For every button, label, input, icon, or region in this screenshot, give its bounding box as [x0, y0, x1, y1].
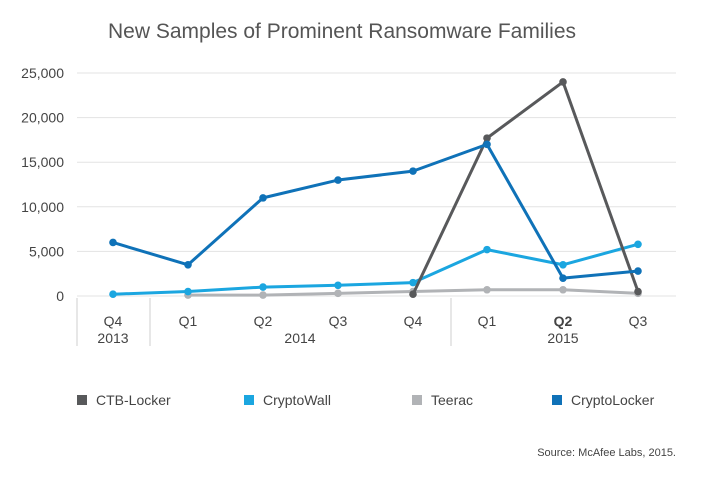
- legend-item: CTB-Locker: [77, 392, 171, 408]
- y-tick-label: 20,000: [21, 110, 64, 126]
- x-year-label: 2013: [97, 330, 128, 346]
- x-year-label: 2015: [547, 330, 578, 346]
- series-cryptowall: [109, 240, 642, 299]
- legend-label: CryptoLocker: [571, 392, 655, 408]
- y-axis-tick-labels: 0 5,000 10,000 15,000 20,000 25,000: [21, 65, 64, 304]
- data-point: [409, 290, 417, 299]
- x-tick-label: Q2: [254, 313, 273, 329]
- legend-swatch: [244, 395, 254, 405]
- chart-title: New Samples of Prominent Ransomware Fami…: [108, 20, 576, 43]
- data-point: [483, 285, 491, 294]
- series-lines: [109, 78, 642, 299]
- data-point: [559, 285, 567, 294]
- data-point: [634, 287, 642, 296]
- x-tick-label: Q4: [404, 313, 423, 329]
- legend-label: CryptoWall: [263, 392, 331, 408]
- series-line: [112, 142, 639, 280]
- data-point: [184, 287, 192, 296]
- legend-swatch: [552, 395, 562, 405]
- x-tick-label: Q2: [554, 313, 573, 329]
- legend-swatch: [77, 395, 87, 405]
- legend-label: Teerac: [431, 392, 473, 408]
- legend-item: Teerac: [412, 392, 473, 408]
- data-point: [334, 176, 342, 184]
- data-point: [109, 290, 117, 299]
- legend-label: CTB-Locker: [96, 392, 171, 408]
- series-line: [411, 80, 640, 295]
- legend-item: CryptoWall: [244, 392, 331, 408]
- y-tick-label: 10,000: [21, 199, 64, 215]
- legend-item: CryptoLocker: [552, 392, 655, 408]
- y-tick-label: 5,000: [29, 243, 64, 259]
- data-point: [409, 278, 417, 287]
- legend: CTB-Locker CryptoWall Teerac CryptoLocker: [77, 392, 655, 408]
- x-tick-label: Q3: [329, 313, 348, 329]
- data-point: [259, 194, 267, 202]
- x-tick-label: Q1: [179, 313, 198, 329]
- data-point: [109, 238, 117, 247]
- x-tick-label: Q1: [478, 313, 497, 329]
- series-line: [112, 242, 639, 296]
- data-point: [559, 274, 567, 282]
- data-point: [334, 281, 342, 290]
- x-tick-label: Q3: [629, 313, 648, 329]
- data-point: [334, 289, 342, 298]
- y-tick-label: 0: [56, 288, 64, 304]
- gridlines: [77, 72, 676, 297]
- data-point: [483, 245, 491, 254]
- data-point: [409, 167, 417, 175]
- data-point: [483, 140, 491, 149]
- data-point: [259, 291, 267, 299]
- x-axis: Q4 Q1 Q2 Q3 Q4 Q1 Q2 Q3 2013 2014 2015: [76, 298, 648, 346]
- y-tick-label: 15,000: [21, 154, 64, 170]
- legend-swatch: [412, 395, 422, 405]
- series-ctb-locker: [409, 78, 642, 299]
- x-tick-label: Q4: [104, 313, 123, 329]
- data-point: [559, 260, 567, 269]
- source-note: Source: McAfee Labs, 2015.: [537, 447, 676, 459]
- data-point: [184, 260, 192, 269]
- data-point: [634, 267, 642, 275]
- data-point: [259, 283, 267, 291]
- series-cryptolocker: [109, 140, 642, 282]
- data-point: [634, 240, 642, 249]
- x-year-label: 2014: [284, 330, 315, 346]
- y-tick-label: 25,000: [21, 65, 64, 81]
- data-point: [559, 78, 567, 86]
- data-point: [483, 134, 491, 142]
